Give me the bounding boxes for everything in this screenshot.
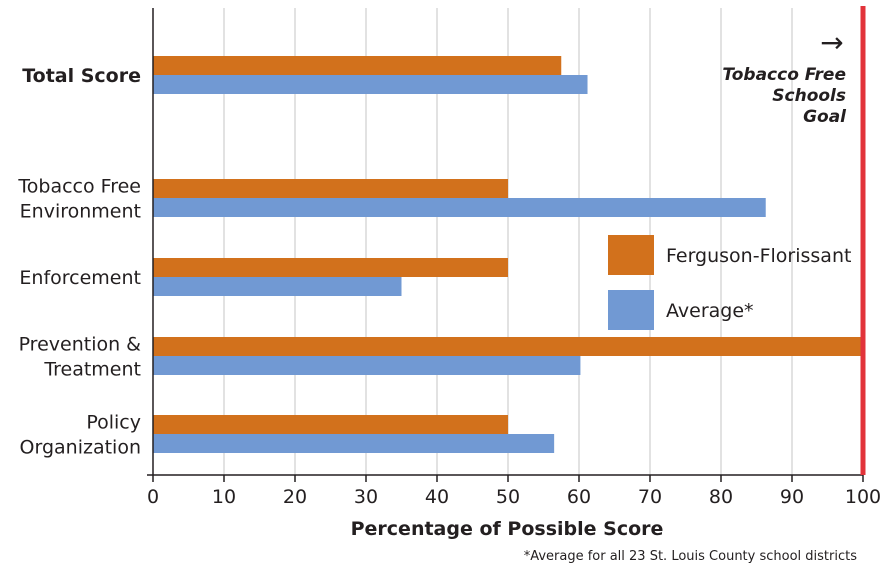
legend: Ferguson-Florissant Average*	[608, 235, 851, 330]
bars	[153, 56, 863, 453]
x-tick-label: 20	[283, 486, 307, 508]
bar-ferguson-florissant	[153, 415, 508, 434]
bar-average	[153, 277, 402, 296]
bar-average	[153, 198, 766, 217]
right-arrow-icon: →	[820, 26, 843, 59]
x-tick-label: 30	[354, 486, 378, 508]
x-tick-label: 70	[638, 486, 662, 508]
bar-average	[153, 75, 588, 94]
x-tick-labels: 0 10 20 30 40 50 60 70 80 90 100	[147, 486, 881, 508]
bar-ferguson-florissant	[153, 179, 508, 198]
x-axis-title: Percentage of Possible Score	[351, 518, 664, 540]
x-tick-label: 90	[780, 486, 804, 508]
category-label: Prevention &	[19, 334, 142, 356]
legend-swatch	[608, 235, 654, 275]
x-tick-label: 60	[567, 486, 591, 508]
x-tick-label: 50	[496, 486, 520, 508]
category-label: Tobacco Free	[17, 176, 141, 198]
x-tick-label: 10	[212, 486, 236, 508]
bar-average	[153, 434, 555, 453]
x-tick-label: 100	[845, 486, 881, 508]
category-label: Total Score	[22, 65, 141, 87]
category-label: Enforcement	[19, 267, 141, 289]
bar-average	[153, 356, 581, 375]
bar-ferguson-florissant	[153, 56, 562, 75]
x-tick-label: 80	[709, 486, 733, 508]
legend-label: Average*	[666, 300, 754, 322]
category-label: Environment	[20, 201, 141, 223]
goal-label: Schools	[772, 86, 846, 106]
bar-ferguson-florissant	[153, 337, 863, 356]
category-label: Treatment	[43, 359, 141, 381]
x-tick-label: 0	[147, 486, 159, 508]
category-label: Organization	[20, 437, 141, 459]
x-tick-label: 40	[425, 486, 449, 508]
bar-ferguson-florissant	[153, 258, 508, 277]
legend-label: Ferguson-Florissant	[666, 245, 851, 267]
axes	[147, 8, 864, 482]
footnote: *Average for all 23 St. Louis County sch…	[524, 549, 858, 564]
goal-label: Tobacco Free	[722, 65, 846, 85]
category-label: Policy	[86, 412, 141, 434]
legend-swatch	[608, 290, 654, 330]
category-labels: Total Score Tobacco Free Environment Enforc…	[17, 65, 141, 459]
goal-label: Goal	[803, 107, 847, 127]
